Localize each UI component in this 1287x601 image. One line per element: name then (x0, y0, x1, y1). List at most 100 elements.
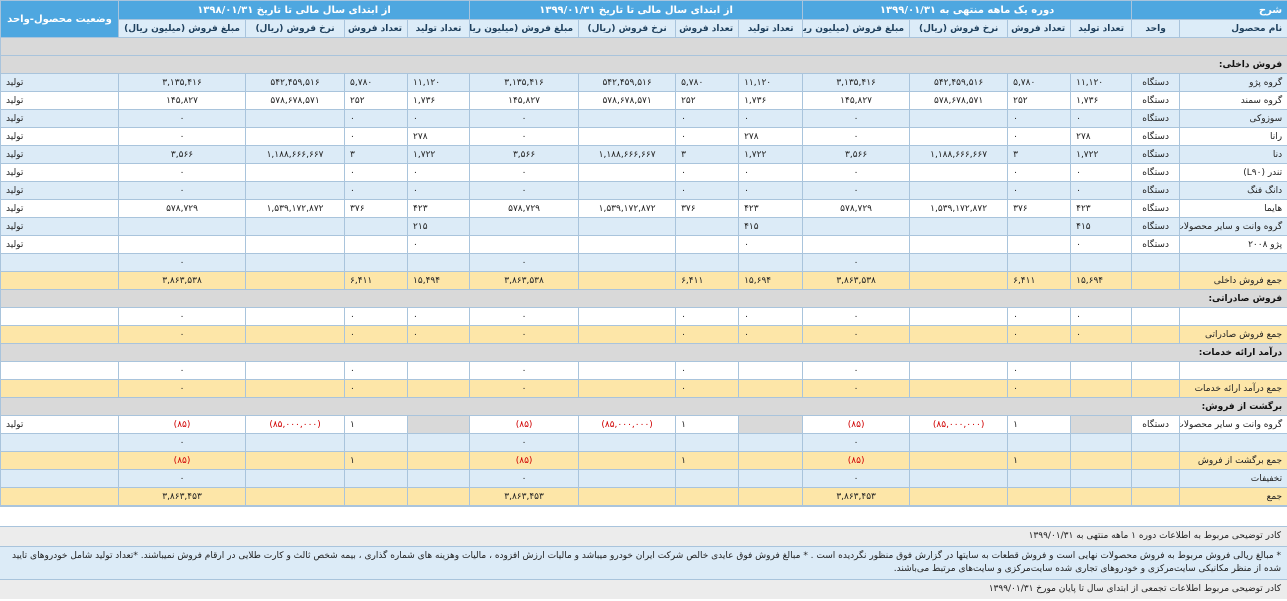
sale-amount-cell: (۸۵) (117, 451, 247, 470)
sale-amount-cell (469, 235, 580, 254)
table-row: تخفیفات ۰ ۰ ۰ (0, 469, 1287, 488)
status-header: وضعیت محصول-واحد (0, 0, 119, 38)
sale-amount-cell: ۰ (802, 181, 911, 200)
product-name-cell (1179, 361, 1287, 380)
status-cell: تولید (0, 109, 119, 128)
unit-cell: دستگاه (1131, 235, 1181, 254)
unit-cell: دستگاه (1131, 415, 1181, 434)
sale-rate-cell (245, 433, 346, 452)
sale-rate-cell (578, 109, 677, 128)
section-label: فروش صادراتی: (0, 289, 1287, 308)
sale-amount-cell: ۰ (469, 163, 580, 182)
product-name-cell: پژو ۲۰۰۸ (1179, 235, 1287, 254)
prod-qty-cell: ۰ (1070, 325, 1133, 344)
product-name-cell: تندر (L۹۰) (1179, 163, 1287, 182)
section-row: برگشت از فروش: (0, 397, 1287, 416)
prod-qty-cell (738, 415, 804, 434)
sale-amount-cell: ۵۷۸,۷۲۹ (802, 199, 911, 218)
prod-qty-cell (407, 487, 471, 506)
sale-qty-cell (1007, 433, 1072, 452)
note-text: کادر توضیحی مربوط به اطلاعات دوره ۱ ماهه… (0, 526, 1287, 546)
total-row: جمع برگشت از فروش ۱ (۸۵) ۱ (۸۵) ۱ (۸۵) (0, 451, 1287, 470)
product-name-cell: جمع فروش صادراتی (1179, 325, 1287, 344)
sale-amount-cell (802, 217, 911, 236)
product-name-cell: رانا (1179, 127, 1287, 146)
prod-qty-cell: ۱,۷۲۲ (738, 145, 804, 164)
sale-qty-cell: ۳ (675, 145, 740, 164)
status-cell: تولید (0, 235, 119, 254)
status-cell (0, 307, 119, 326)
sale-amount-cell: ۰ (469, 127, 580, 146)
status-cell: تولید (0, 73, 119, 92)
prod-qty-cell (1070, 415, 1133, 434)
status-cell (0, 379, 119, 398)
prod-qty-cell: ۴۲۳ (407, 199, 471, 218)
prod-qty-cell: ۰ (1070, 181, 1133, 200)
unit-cell (1131, 361, 1181, 380)
sale-amount-cell: ۱۴۵,۸۲۷ (802, 91, 911, 110)
sale-rate-header: نرخ فروش (ریال) (245, 19, 346, 38)
prod-qty-cell: ۱۵,۴۹۴ (407, 271, 471, 290)
sale-qty-cell: ۰ (675, 325, 740, 344)
prod-qty-cell: ۰ (407, 235, 471, 254)
unit-cell: دستگاه (1131, 217, 1181, 236)
unit-cell (1131, 325, 1181, 344)
prod-qty-header: تعداد تولید (407, 19, 471, 38)
period-3-header: از ابتدای سال مالی تا تاریخ ۱۳۹۸/۰۱/۳۱ (117, 0, 471, 20)
prod-qty-cell (1070, 487, 1133, 506)
sale-qty-cell (344, 469, 409, 488)
table-row: سوزوکی دستگاه ۰ ۰ ۰ ۰ ۰ ۰ ۰ ۰ ۰ تولید (0, 109, 1287, 128)
sale-rate-cell: ۵۷۸,۶۷۸,۵۷۱ (909, 91, 1009, 110)
sale-rate-cell (578, 127, 677, 146)
sale-rate-cell (245, 109, 346, 128)
table-row: دانگ فنگ دستگاه ۰ ۰ ۰ ۰ ۰ ۰ ۰ ۰ ۰ تولید (0, 181, 1287, 200)
section-row: فروش صادراتی: (0, 289, 1287, 308)
status-cell (0, 253, 119, 272)
status-cell (0, 469, 119, 488)
sale-amount-cell: ۰ (802, 127, 911, 146)
sale-rate-cell: ۵۴۲,۴۵۹,۵۱۶ (909, 73, 1009, 92)
sale-amount-cell: ۰ (802, 253, 911, 272)
status-cell (0, 433, 119, 452)
blank-row (0, 37, 1287, 56)
unit-header: واحد (1131, 19, 1181, 38)
sale-qty-cell: ۵,۷۸۰ (675, 73, 740, 92)
sale-qty-cell: ۲۵۲ (344, 91, 409, 110)
table-row: ۰ ۰ ۰ (0, 433, 1287, 452)
sale-rate-cell (578, 469, 677, 488)
section-label: فروش داخلی: (0, 55, 1287, 74)
status-cell: تولید (0, 163, 119, 182)
sale-qty-cell: ۳ (344, 145, 409, 164)
sale-qty-cell: ۳۷۶ (675, 199, 740, 218)
prod-qty-cell (738, 469, 804, 488)
sale-qty-header: تعداد فروش (675, 19, 740, 38)
sale-amount-cell: ۳,۸۶۳,۵۳۸ (117, 271, 247, 290)
sale-qty-cell: ۱ (1007, 451, 1072, 470)
product-name-cell: گروه وانت و سایر محصولات جدید (1179, 415, 1287, 434)
status-cell (0, 271, 119, 290)
sale-rate-cell (245, 307, 346, 326)
sale-rate-cell (909, 181, 1009, 200)
total-row: جمع درآمد ارائه خدمات ۰ ۰ ۰ ۰ ۰ ۰ (0, 379, 1287, 398)
status-cell (0, 451, 119, 470)
sale-rate-cell (909, 361, 1009, 380)
notes-panel: کادر توضیحی مربوط به اطلاعات دوره ۱ ماهه… (0, 506, 1287, 599)
sale-qty-cell (675, 433, 740, 452)
sale-qty-cell: ۰ (1007, 127, 1072, 146)
sale-rate-cell (578, 217, 677, 236)
unit-cell (1131, 253, 1181, 272)
prod-qty-cell: ۰ (1070, 235, 1133, 254)
sale-rate-cell (245, 379, 346, 398)
prod-qty-cell: ۰ (407, 181, 471, 200)
product-name-cell (1179, 433, 1287, 452)
unit-cell: دستگاه (1131, 199, 1181, 218)
sale-amount-cell: ۰ (469, 469, 580, 488)
sale-amount-cell: ۰ (117, 253, 247, 272)
sale-rate-cell (578, 235, 677, 254)
sale-rate-cell (245, 217, 346, 236)
sale-amount-cell: ۱۴۵,۸۲۷ (117, 91, 247, 110)
prod-qty-cell: ۰ (1070, 307, 1133, 326)
sale-qty-cell (1007, 217, 1072, 236)
table-row: گروه وانت و سایر محصولات جدیددستگاه۴۱۵۴۱… (0, 217, 1287, 236)
unit-cell: دستگاه (1131, 163, 1181, 182)
